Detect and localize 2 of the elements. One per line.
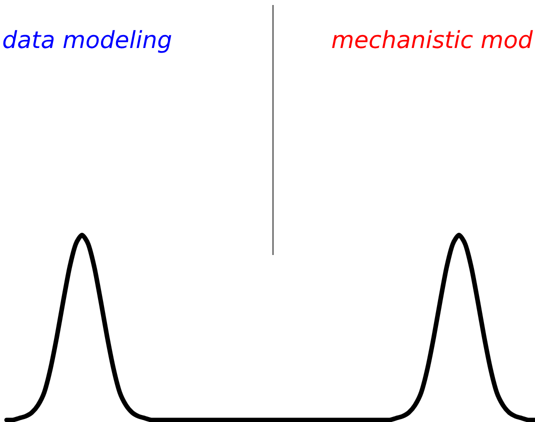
text: data modeling: [3, 30, 172, 53]
text: mechanistic mod: [332, 30, 533, 48]
